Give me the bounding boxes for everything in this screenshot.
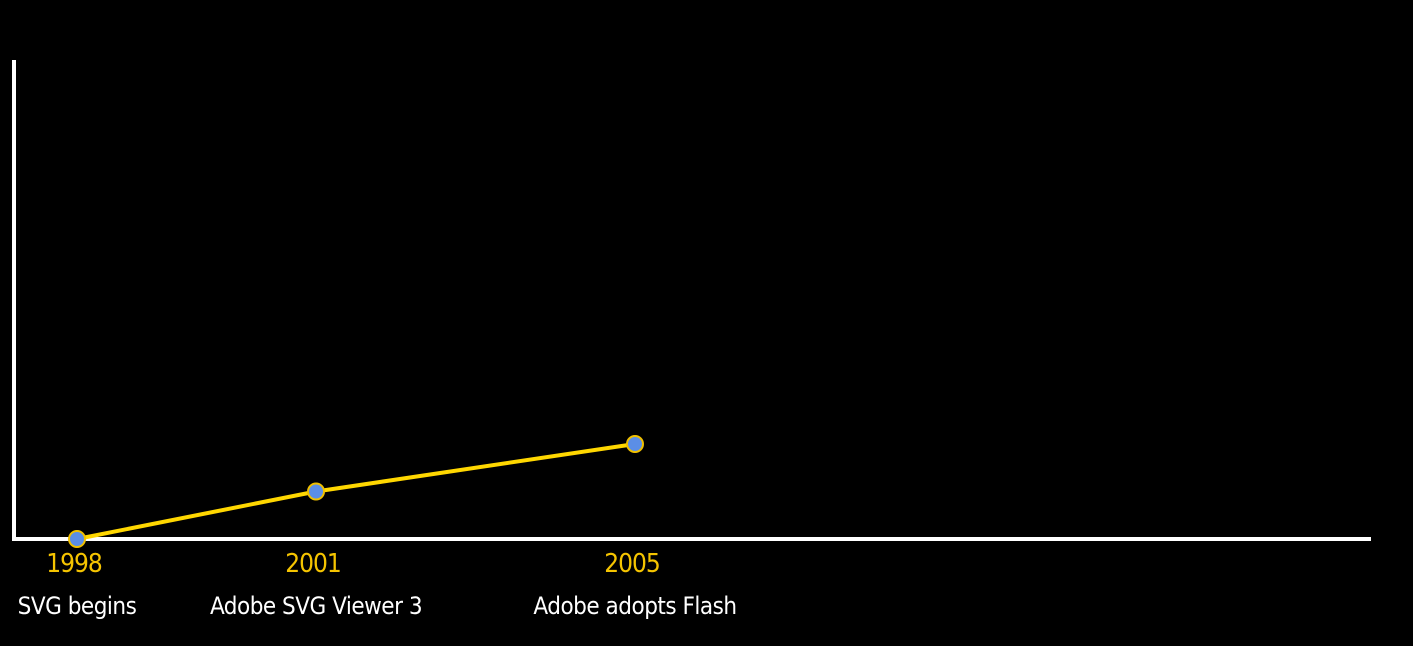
label-layer: 1998 SVG begins 2001 Adobe SVG Viewer 3 2005… — [18, 549, 737, 620]
year-label-2001: 2001 — [285, 549, 341, 579]
timeline-point-2005 — [626, 435, 644, 453]
timeline-point-1998 — [68, 530, 86, 548]
timeline-point-2001 — [307, 482, 325, 501]
event-label-2001: Adobe SVG Viewer 3 — [210, 592, 422, 620]
year-label-1998: 1998 — [46, 549, 102, 579]
timeline-line — [76, 442, 636, 541]
series-layer — [68, 435, 644, 548]
event-label-2005: Adobe adopts Flash — [533, 592, 736, 620]
year-label-2005: 2005 — [604, 549, 660, 579]
event-label-1998: SVG begins — [18, 592, 137, 620]
